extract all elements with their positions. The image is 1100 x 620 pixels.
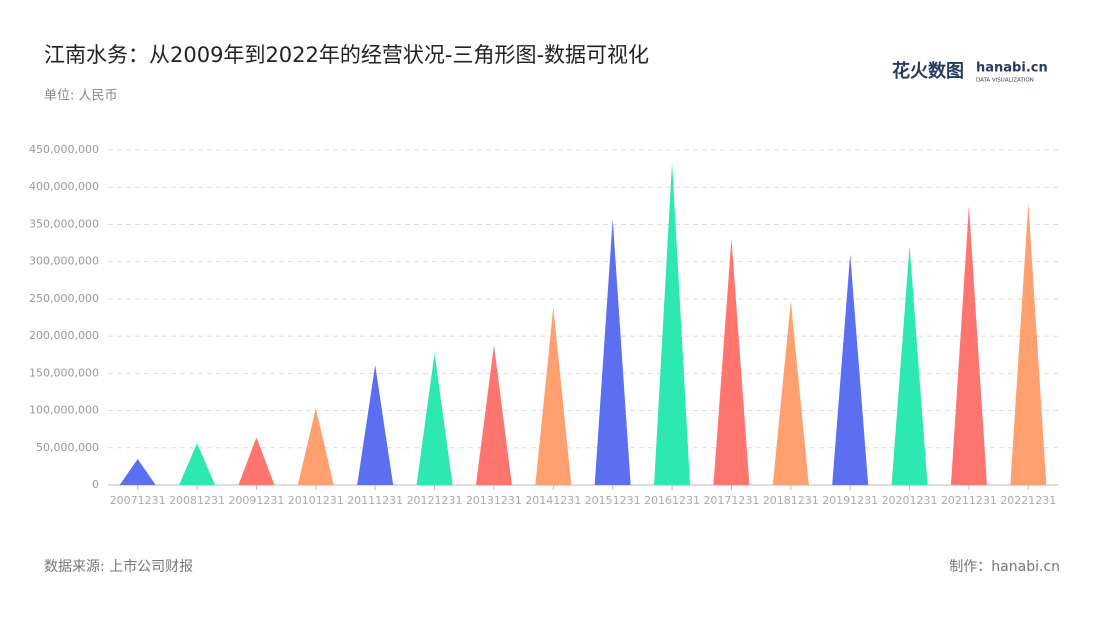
x-tick-label: 20111231 xyxy=(347,494,403,507)
y-tick-label: 50,000,000 xyxy=(36,441,99,454)
x-tick-label: 20131231 xyxy=(466,494,522,507)
x-tick-label: 20091231 xyxy=(228,494,284,507)
source: 数据来源: 上市公司财报 xyxy=(44,558,193,575)
x-tick-label: 20081231 xyxy=(169,494,225,507)
credit: 制作：hanabi.cn xyxy=(949,559,1060,575)
x-tick-label: 20071231 xyxy=(110,494,166,507)
bar xyxy=(535,307,572,485)
y-tick-label: 350,000,000 xyxy=(29,217,99,230)
x-tick-label: 20191231 xyxy=(822,494,878,507)
y-tick-label: 300,000,000 xyxy=(29,255,99,268)
bar xyxy=(1010,203,1047,485)
x-tick-label: 20151231 xyxy=(585,494,641,507)
bar xyxy=(891,246,928,485)
bar xyxy=(179,443,216,485)
x-tick-label: 20211231 xyxy=(941,494,997,507)
bar xyxy=(357,365,394,485)
logo-mark: 花火数图 xyxy=(892,60,964,82)
logo-text: hanabi.cn xyxy=(976,61,1048,76)
bar xyxy=(119,458,156,485)
x-tick-label: 20161231 xyxy=(644,494,700,507)
y-tick-label: 100,000,000 xyxy=(29,404,99,417)
bar xyxy=(950,205,987,486)
y-tick-label: 0 xyxy=(92,478,99,491)
x-tick-label: 20101231 xyxy=(288,494,344,507)
y-tick-label: 200,000,000 xyxy=(29,329,99,342)
bar xyxy=(654,162,691,485)
bar xyxy=(713,238,750,485)
y-tick-label: 150,000,000 xyxy=(29,366,99,379)
bar xyxy=(416,353,453,485)
bar xyxy=(832,254,869,485)
y-tick-label: 450,000,000 xyxy=(29,143,99,156)
x-tick-label: 20201231 xyxy=(882,494,938,507)
chart-title: 江南水务：从2009年到2022年的经营状况-三角形图-数据可视化 xyxy=(44,43,649,67)
y-tick-label: 400,000,000 xyxy=(29,180,99,193)
bar xyxy=(297,408,334,485)
bar xyxy=(475,345,512,485)
x-tick-label: 20181231 xyxy=(763,494,819,507)
logo-tagline: DATA VISUALIZATION xyxy=(976,78,1034,84)
x-tick-label: 20171231 xyxy=(703,494,759,507)
x-tick-label: 20121231 xyxy=(407,494,463,507)
bar xyxy=(238,437,275,485)
bar xyxy=(594,219,631,485)
x-tick-label: 20141231 xyxy=(525,494,581,507)
x-tick-label: 20221231 xyxy=(1000,494,1056,507)
unit-label: 单位: 人民币 xyxy=(44,89,118,104)
y-tick-label: 250,000,000 xyxy=(29,292,99,305)
bar xyxy=(772,301,809,485)
